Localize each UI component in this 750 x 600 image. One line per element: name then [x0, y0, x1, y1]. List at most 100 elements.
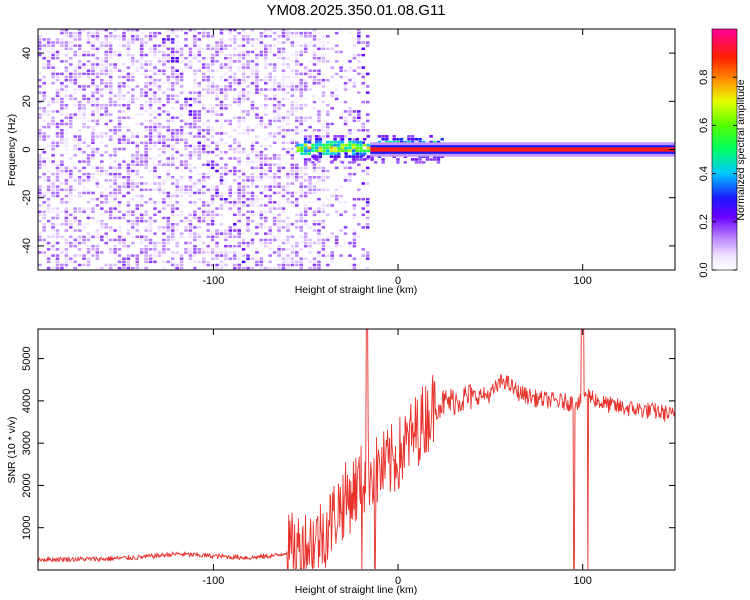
heatmap-cell: [108, 69, 113, 72]
heatmap-cell: [237, 229, 241, 232]
heatmap-cell: [241, 72, 246, 76]
heatmap-cell: [410, 137, 415, 141]
heatmap-cell: [344, 146, 348, 150]
heatmap-cell: [42, 132, 46, 135]
heatmap-cell: [281, 116, 286, 119]
heatmap-cell: [73, 103, 77, 107]
heatmap-cell: [148, 63, 153, 66]
heatmap-cell: [69, 41, 73, 44]
heatmap-cell: [135, 141, 140, 145]
heatmap-cell: [77, 113, 82, 116]
heatmap-cell: [326, 125, 330, 129]
heatmap-cell: [157, 251, 162, 254]
heatmap-cell: [250, 201, 255, 204]
heatmap-cell: [295, 241, 299, 245]
heatmap-cell: [64, 251, 69, 254]
heatmap-cell: [135, 135, 140, 138]
heatmap-cell: [352, 207, 357, 210]
heatmap-cell: [69, 31, 73, 35]
heatmap-cell: [237, 241, 241, 245]
heatmap-cell: [104, 72, 109, 76]
heatmap-cell: [77, 263, 82, 267]
heatmap-cell: [131, 266, 135, 270]
heatmap-cell: [241, 116, 246, 119]
heatmap-cell: [210, 216, 215, 220]
heatmap-cell: [232, 72, 237, 76]
heatmap-cell: [175, 185, 179, 188]
snr-xtick-label: 100: [574, 575, 592, 587]
heatmap-cell: [250, 100, 255, 104]
heatmap-cell: [237, 176, 241, 179]
heatmap-cell: [215, 141, 219, 145]
heatmap-cell: [224, 66, 228, 69]
heatmap-cell: [73, 69, 77, 72]
heatmap-cell: [170, 207, 175, 210]
heatmap-cell: [308, 41, 312, 44]
heatmap-cell: [232, 113, 237, 116]
heatmap-cell: [108, 213, 113, 217]
heatmap-cell: [131, 72, 135, 76]
heatmap-cell: [117, 135, 122, 138]
heatmap-cell: [343, 241, 348, 245]
heatmap-cell: [241, 194, 246, 198]
heatmap-cell: [139, 72, 144, 76]
heatmap-cell: [197, 235, 202, 239]
heatmap-cell: [246, 197, 250, 201]
heatmap-cell: [206, 229, 210, 232]
heatmap-cell: [170, 132, 175, 135]
heatmap-cell: [184, 154, 188, 157]
heatmap-cell: [330, 122, 335, 126]
heatmap-cell: [139, 31, 144, 35]
heatmap-cell: [193, 125, 197, 129]
heatmap-cell: [311, 155, 315, 158]
heatmap-cell: [286, 35, 290, 38]
heatmap-cell: [184, 141, 188, 145]
heatmap-cell: [162, 238, 166, 242]
heatmap-cell: [117, 172, 122, 176]
heatmap-cell: [303, 35, 308, 38]
heatmap-cell: [148, 85, 153, 88]
heatmap-cell: [322, 146, 326, 150]
heatmap-cell: [42, 66, 46, 69]
heatmap-cell: [139, 94, 144, 98]
heatmap-cell: [77, 35, 82, 38]
heatmap-cell: [365, 223, 370, 226]
heatmap-cell: [272, 29, 277, 32]
heatmap-cell: [317, 219, 321, 223]
heatmap-cell: [69, 179, 73, 182]
heatmap-cell: [91, 172, 95, 176]
heatmap-cell: [95, 72, 100, 76]
heatmap-cell: [263, 204, 268, 207]
heatmap-cell: [255, 47, 259, 51]
heatmap-cell: [348, 263, 352, 267]
heatmap-cell: [193, 154, 197, 157]
heatmap-cell: [210, 75, 215, 79]
heatmap-cell: [290, 31, 295, 35]
heatmap-cell: [73, 188, 77, 192]
heatmap-cell: [355, 155, 359, 158]
heatmap-cell: [277, 85, 281, 88]
heatmap-cell: [303, 88, 308, 91]
heatmap-cell: [51, 110, 55, 113]
heatmap-cell: [148, 60, 153, 63]
heatmap-cell: [365, 197, 370, 201]
heatmap-cell: [299, 226, 303, 229]
spectrogram-ytick-label: 0: [21, 146, 33, 152]
heatmap-cell: [157, 248, 162, 251]
heatmap-cell: [60, 141, 64, 145]
heatmap-cell: [179, 154, 184, 157]
heatmap-cell: [144, 91, 148, 94]
heatmap-cell: [69, 47, 73, 51]
heatmap-cell: [228, 251, 233, 254]
heatmap-cell: [399, 137, 404, 141]
heatmap-cell: [91, 248, 95, 251]
heatmap-cell: [64, 182, 69, 185]
heatmap-cell: [237, 53, 241, 57]
heatmap-cell: [197, 238, 202, 242]
heatmap-cell: [259, 251, 264, 254]
heatmap-cell: [117, 88, 122, 91]
heatmap-cell: [69, 72, 73, 76]
heatmap-cell: [100, 194, 104, 198]
heatmap-cell: [326, 244, 330, 248]
heatmap-cell: [215, 244, 219, 248]
